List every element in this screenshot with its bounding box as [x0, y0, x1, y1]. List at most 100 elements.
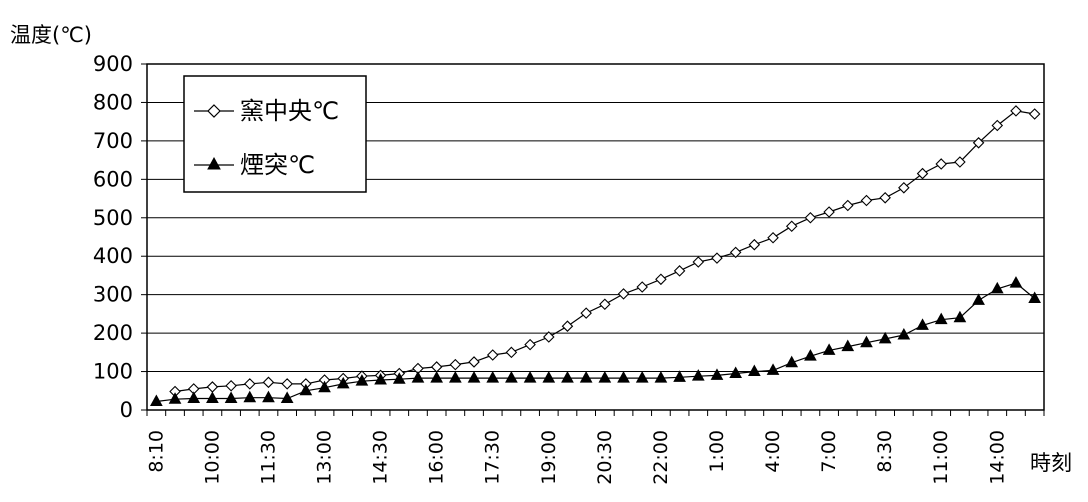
tick-label-y-800: 800	[93, 90, 133, 114]
data-point-s1-14	[411, 371, 425, 383]
tick-label-x-15: 14:00	[986, 430, 1008, 485]
data-point-s1-47	[1028, 291, 1042, 304]
tick-label-x-9: 22:00	[650, 430, 672, 485]
tick-label-x-13: 8:30	[874, 430, 896, 473]
legend-label-kama-chuo: 窯中央℃	[240, 97, 339, 125]
x-axis-ticks: 8:10 10:00 11:30 13:00 14:30 16:00 17:30 19:00 2…	[145, 410, 1045, 485]
data-point-s0-27	[655, 273, 667, 286]
data-point-s1-3	[206, 391, 219, 403]
data-point-s0-6	[262, 376, 275, 389]
data-point-s0-30	[711, 252, 723, 264]
plot-area-frame	[146, 63, 1045, 411]
data-point-s1-31	[729, 366, 743, 378]
data-point-s0-34	[785, 220, 798, 233]
tick-label-y-300: 300	[93, 283, 133, 307]
legend-box	[183, 75, 367, 193]
data-point-s0-3	[206, 381, 219, 393]
data-point-s0-24	[599, 298, 611, 311]
data-point-s1-17	[467, 371, 481, 383]
data-point-s0-36	[823, 206, 835, 218]
data-point-s1-26	[635, 371, 649, 383]
data-point-s1-40	[897, 327, 911, 340]
data-point-s0-46	[1010, 105, 1022, 117]
tick-label-x-8: 20:30	[594, 430, 616, 485]
data-point-s0-7	[281, 378, 293, 390]
data-point-s1-27	[654, 371, 668, 383]
data-point-s1-4	[224, 391, 238, 403]
y-axis-ticks: 0 100 200 300 400 500 600 700 800 900	[93, 52, 147, 422]
tick-label-y-100: 100	[93, 360, 133, 384]
data-point-s1-1	[168, 392, 182, 404]
tick-label-x-3: 13:00	[314, 430, 336, 485]
data-point-s1-13	[392, 372, 406, 384]
data-point-s1-43	[953, 310, 967, 323]
data-point-s1-18	[486, 371, 500, 383]
data-point-s1-45	[990, 281, 1004, 294]
series-0	[169, 105, 1041, 398]
tick-label-y-200: 200	[93, 321, 133, 345]
data-point-s1-8	[299, 383, 313, 396]
series-1	[149, 276, 1042, 407]
legend-marker-diamond-icon	[207, 104, 221, 118]
data-point-s0-45	[991, 119, 1004, 132]
data-point-s1-24	[598, 371, 612, 383]
tick-label-x-10: 1:00	[706, 430, 728, 473]
legend-item-kama-chuo: 窯中央℃	[194, 97, 339, 125]
data-point-s0-17	[468, 356, 480, 368]
data-point-s0-38	[860, 194, 873, 207]
data-point-s1-21	[542, 371, 556, 383]
data-point-s1-44	[972, 293, 985, 305]
data-point-s1-37	[841, 339, 855, 352]
data-point-s0-16	[449, 358, 462, 371]
data-point-s0-15	[430, 361, 443, 373]
data-point-s1-33	[766, 363, 780, 375]
data-point-s0-42	[935, 158, 947, 170]
data-point-s0-28	[673, 265, 686, 277]
data-point-s0-20	[524, 338, 536, 351]
series-layer	[149, 105, 1042, 407]
data-point-s1-12	[374, 372, 387, 385]
data-point-s1-41	[916, 318, 929, 330]
tick-label-y-600: 600	[93, 167, 133, 191]
data-point-s0-33	[767, 231, 779, 244]
data-point-s0-44	[972, 137, 985, 149]
data-point-s1-19	[505, 371, 518, 383]
data-point-s1-32	[747, 364, 761, 377]
data-point-s1-42	[934, 312, 948, 325]
data-point-s0-26	[636, 281, 648, 293]
data-point-s0-23	[580, 307, 592, 319]
tick-label-y-0: 0	[120, 398, 133, 422]
data-point-s0-21	[543, 331, 555, 343]
data-point-s1-29	[691, 369, 705, 381]
data-point-s0-22	[561, 320, 574, 332]
data-point-s0-25	[617, 288, 630, 300]
data-point-s1-16	[448, 371, 462, 383]
data-point-s1-25	[617, 371, 630, 383]
data-point-s1-28	[673, 370, 686, 382]
tick-label-y-500: 500	[93, 206, 133, 230]
tick-label-x-7: 19:00	[538, 430, 560, 485]
data-point-s0-35	[804, 212, 817, 224]
data-point-s1-10	[336, 376, 350, 389]
data-point-s0-31	[729, 246, 742, 259]
legend-marker-triangle-icon	[207, 156, 221, 170]
data-point-s1-7	[280, 391, 294, 403]
data-point-s0-43	[954, 156, 966, 168]
tick-label-x-6: 17:30	[482, 430, 504, 485]
data-point-s0-32	[748, 238, 761, 251]
data-point-s1-9	[318, 380, 331, 393]
data-point-s1-11	[355, 374, 369, 386]
legend-item-entotsu: 煙突℃	[194, 151, 315, 179]
data-point-s0-18	[486, 349, 499, 361]
data-point-s1-2	[187, 391, 201, 403]
tick-label-y-400: 400	[93, 244, 133, 268]
data-point-s1-20	[523, 371, 537, 383]
data-point-s1-38	[860, 335, 873, 348]
data-point-s1-6	[262, 390, 275, 403]
data-point-s1-22	[561, 371, 574, 383]
data-point-s0-37	[842, 199, 854, 212]
data-point-s1-15	[430, 371, 444, 383]
tick-label-x-1: 10:00	[201, 430, 223, 485]
data-point-s1-35	[804, 349, 817, 361]
